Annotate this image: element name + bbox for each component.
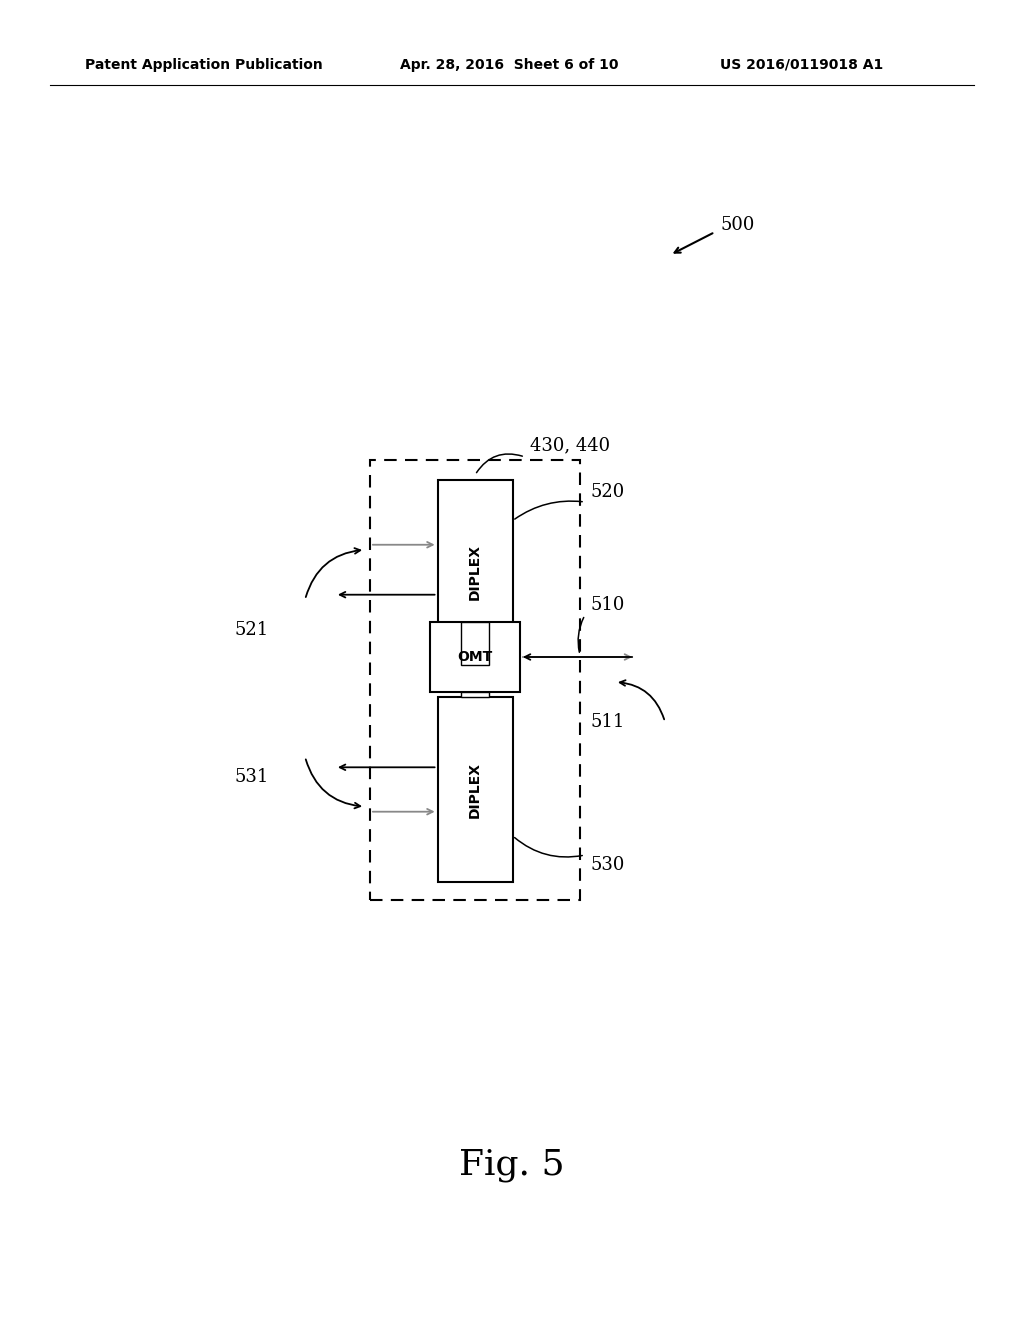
Text: 521: 521	[234, 620, 269, 639]
Text: OMT: OMT	[458, 649, 493, 664]
Text: 511: 511	[590, 713, 625, 731]
Bar	[430, 622, 520, 692]
Text: 520: 520	[590, 483, 625, 502]
Bar	[437, 480, 512, 665]
Text: 430, 440: 430, 440	[530, 436, 610, 454]
Text: DIPLEX: DIPLEX	[468, 544, 482, 601]
Bar	[437, 697, 512, 882]
Bar	[461, 692, 489, 697]
Text: Apr. 28, 2016  Sheet 6 of 10: Apr. 28, 2016 Sheet 6 of 10	[400, 58, 618, 73]
Bar	[370, 459, 580, 900]
Text: 510: 510	[590, 597, 625, 614]
Text: 531: 531	[234, 768, 269, 785]
Text: Patent Application Publication: Patent Application Publication	[85, 58, 323, 73]
Text: 530: 530	[590, 855, 625, 874]
Text: Fig. 5: Fig. 5	[459, 1148, 565, 1181]
Text: 500: 500	[720, 216, 755, 234]
Text: DIPLEX: DIPLEX	[468, 762, 482, 817]
Bar	[461, 622, 489, 665]
Text: US 2016/0119018 A1: US 2016/0119018 A1	[720, 58, 884, 73]
